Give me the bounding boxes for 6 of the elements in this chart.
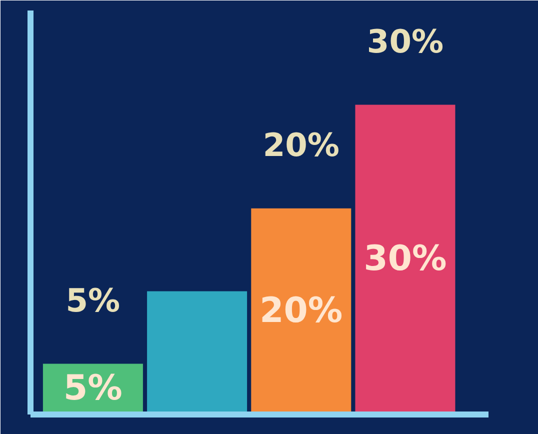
data-label: 20% [260,290,343,331]
text: 30% [366,22,444,61]
data-label: 30% [364,239,447,280]
annotation: 5% [66,282,120,320]
data-label: 5% [64,368,122,409]
annotation: 20% [262,126,340,164]
